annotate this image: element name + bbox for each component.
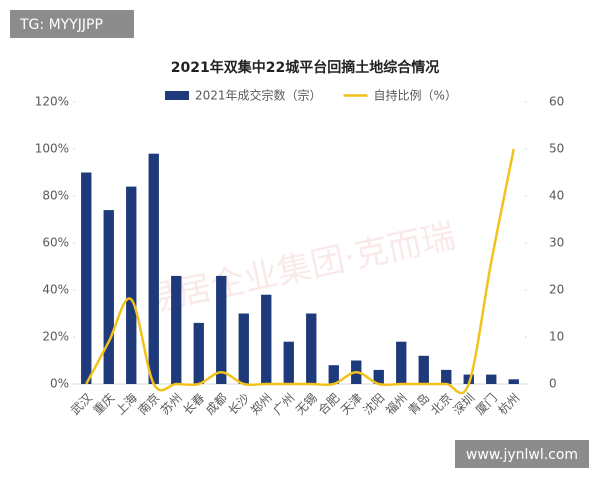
x-tick-label: 青岛 — [405, 390, 433, 418]
y-tick-label: 120% — [35, 95, 69, 109]
bar — [396, 341, 407, 384]
legend-label: 自持比例（%） — [374, 88, 457, 103]
bar — [81, 172, 92, 384]
y-tick-label: 80% — [42, 189, 69, 203]
x-tick-label: 深圳 — [450, 391, 477, 418]
bar — [193, 322, 204, 384]
x-tick-label: 上海 — [112, 390, 140, 418]
bar — [508, 379, 519, 384]
x-tick-label: 长春 — [180, 391, 207, 418]
bar — [216, 275, 227, 384]
bar — [418, 355, 429, 384]
y2-tick-label: 0 — [549, 377, 557, 391]
x-tick-label: 广州 — [270, 391, 297, 418]
x-tick-label: 合肥 — [315, 390, 343, 418]
bar — [103, 210, 114, 384]
bar — [486, 374, 497, 384]
bar — [171, 275, 182, 384]
badge-text: TG: MYYJJPP — [19, 17, 103, 33]
x-tick-label: 杭州 — [495, 390, 523, 418]
y-tick-label: 60% — [42, 236, 69, 250]
line — [85, 148, 515, 395]
legend-swatch — [165, 91, 189, 100]
footer-badge — [455, 440, 589, 468]
y-tick-label: 100% — [35, 142, 69, 156]
x-tick-label: 天津 — [338, 391, 365, 418]
bar — [328, 365, 339, 384]
x-tick-label: 北京 — [428, 391, 455, 418]
y2-tick-label: 20 — [549, 283, 564, 297]
bar — [261, 294, 272, 384]
y2-tick-label: 50 — [549, 142, 564, 156]
bar — [126, 186, 137, 384]
y2-tick-label: 60 — [549, 95, 564, 109]
x-tick-label: 长沙 — [225, 391, 252, 418]
bar — [148, 153, 159, 384]
badge — [10, 10, 134, 38]
x-tick-label: 沈阳 — [360, 390, 388, 418]
x-tick-label: 厦门 — [472, 390, 500, 418]
x-tick-label: 苏州 — [158, 391, 185, 418]
watermark: 易居企业集团·克而瑞 — [141, 216, 459, 321]
x-tick-label: 福州 — [382, 390, 410, 418]
x-tick-label: 成都 — [203, 391, 230, 418]
y-tick-label: 0% — [50, 377, 69, 391]
bar — [463, 374, 474, 384]
bar — [283, 341, 294, 384]
y-tick-label: 20% — [42, 330, 69, 344]
x-tick-label: 重庆 — [90, 391, 117, 418]
bar — [306, 313, 317, 384]
chart-title: 2021年双集中22城平台回摘土地综合情况 — [171, 59, 439, 76]
legend-label: 2021年成交宗数（宗） — [195, 88, 322, 103]
bar — [373, 369, 384, 384]
y2-tick-label: 30 — [549, 236, 564, 250]
bar — [238, 313, 249, 384]
footer-text: www.jynlwl.com — [466, 447, 578, 463]
y-tick-label: 40% — [42, 283, 69, 297]
x-tick-label: 南京 — [135, 390, 163, 418]
x-tick-label: 无锡 — [292, 390, 320, 418]
x-tick-label: 武汉 — [68, 391, 95, 418]
y2-tick-label: 40 — [549, 189, 564, 203]
y2-tick-label: 10 — [549, 330, 564, 344]
x-tick-label: 郑州 — [247, 390, 275, 418]
bar — [441, 369, 452, 384]
